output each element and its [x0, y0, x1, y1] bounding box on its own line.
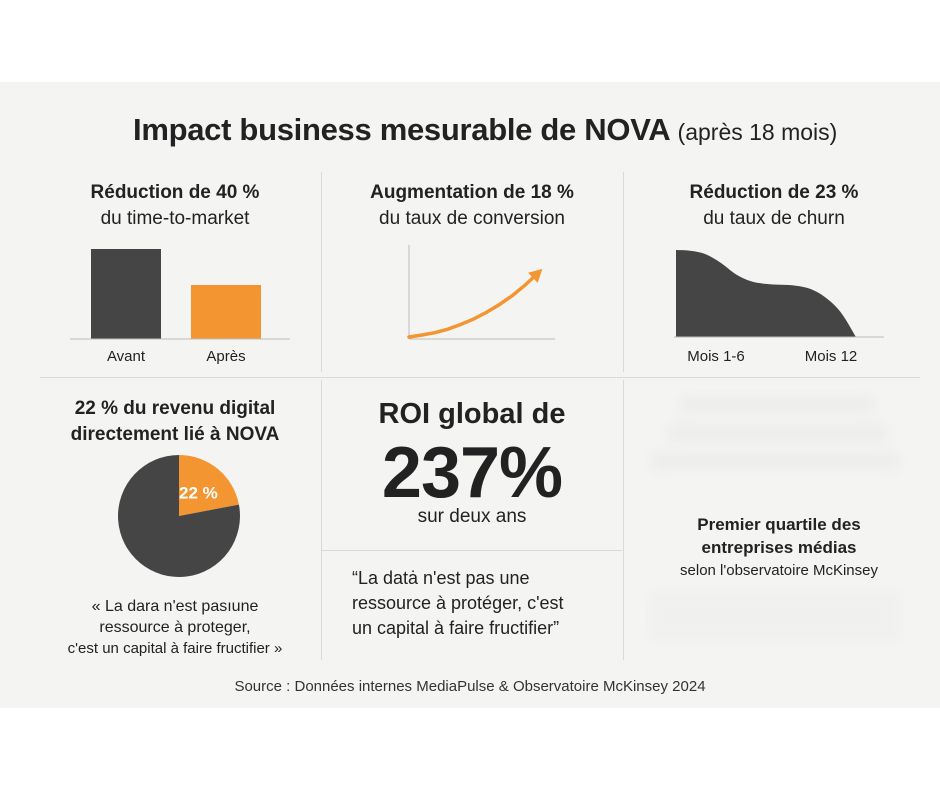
roi-label: ROI global de [378, 398, 566, 430]
area-label-mois-12: Mois 12 [805, 348, 858, 365]
blurred-placeholder-3 [650, 452, 900, 470]
roi-value: 237% [381, 433, 563, 513]
left-quote-line2: ressource à proteger, [99, 619, 251, 636]
bar-apres [191, 285, 261, 339]
revenue-heading: 22 % du revenu digital directement lié à… [30, 396, 320, 448]
conversion-line-chart [407, 245, 555, 340]
divider-horizontal [40, 377, 920, 378]
divider-v2-bottom [623, 380, 624, 660]
divider-v2-top [623, 172, 624, 372]
ttm-bar-chart: Avant Après [70, 249, 290, 365]
mckinsey-text: Premier quartile des entreprises médias … [634, 513, 924, 582]
blurred-placeholder-2 [668, 424, 888, 442]
divider-v1-bottom [321, 380, 322, 660]
bar-label-avant: Avant [107, 348, 146, 365]
center-quote-line3: un capital à faire fructifier” [352, 618, 560, 638]
conversion-arrow-head [528, 268, 543, 283]
mckinsey-line1: Premier quartile des [697, 515, 861, 534]
divider-center-quote [322, 550, 622, 551]
center-quote: “La datȧ n'est pas une ressource à proté… [352, 566, 564, 641]
page-subtitle: (après 18 mois) [677, 119, 838, 145]
pie-slice-other [118, 455, 241, 577]
source-footnote: Source : Données internes MediaPulse & O… [234, 678, 706, 695]
roi-subtitle: sur deux ans [417, 506, 527, 527]
churn-heading: Réduction de 23 % du taux de churn [624, 180, 924, 232]
revenue-heading-line1: 22 % du revenu digital [74, 398, 276, 419]
blurred-placeholder-4 [650, 590, 900, 642]
ttm-heading-line1: Réduction de 40 % [90, 182, 260, 203]
center-quote-line2: ressource à protéger, c'est [352, 593, 564, 613]
page-title: Impact business mesurable de NOVA (après… [133, 112, 838, 147]
mckinsey-line2: entreprises médias [701, 538, 857, 557]
churn-heading-line1: Réduction de 23 % [689, 182, 859, 203]
bar-label-apres: Après [206, 348, 245, 365]
revenue-heading-line2: directement lié à NOVA [70, 424, 280, 445]
pie-label-nova: 22 % [179, 484, 218, 503]
conversion-heading-line2: du taux de conversion [379, 208, 565, 229]
churn-heading-line2: du taux de churn [703, 208, 845, 229]
area-label-mois-1-6: Mois 1-6 [687, 348, 745, 365]
left-quote-line1: « La dara n'est pasıune [91, 598, 259, 615]
conversion-heading: Augmentation de 18 % du taux de conversi… [322, 180, 622, 232]
infographic-panel [0, 82, 940, 708]
ttm-heading: Réduction de 40 % du time-to-market [30, 180, 320, 232]
blurred-placeholder-1 [680, 396, 875, 414]
center-quote-line1: “La datȧ n'est pas une [352, 568, 530, 588]
bar-avant [91, 249, 161, 339]
revenue-pie-chart: 22 % [118, 455, 241, 577]
left-quote-line3: c'est un capital à faire fructifier » [67, 640, 283, 657]
churn-area-chart: Mois 1-6 Mois 12 [674, 250, 884, 365]
divider-v1-top [321, 172, 322, 372]
churn-area-series [676, 250, 856, 337]
ttm-heading-line2: du time-to-market [100, 208, 250, 229]
conversion-heading-line1: Augmentation de 18 % [370, 182, 574, 203]
conversion-series-line [407, 271, 540, 339]
mckinsey-line3: selon l'observatoire McKinsey [680, 562, 878, 579]
pie-slice-nova [179, 455, 239, 516]
left-quote: « La dara n'est pasıune ressource à prot… [30, 596, 320, 659]
